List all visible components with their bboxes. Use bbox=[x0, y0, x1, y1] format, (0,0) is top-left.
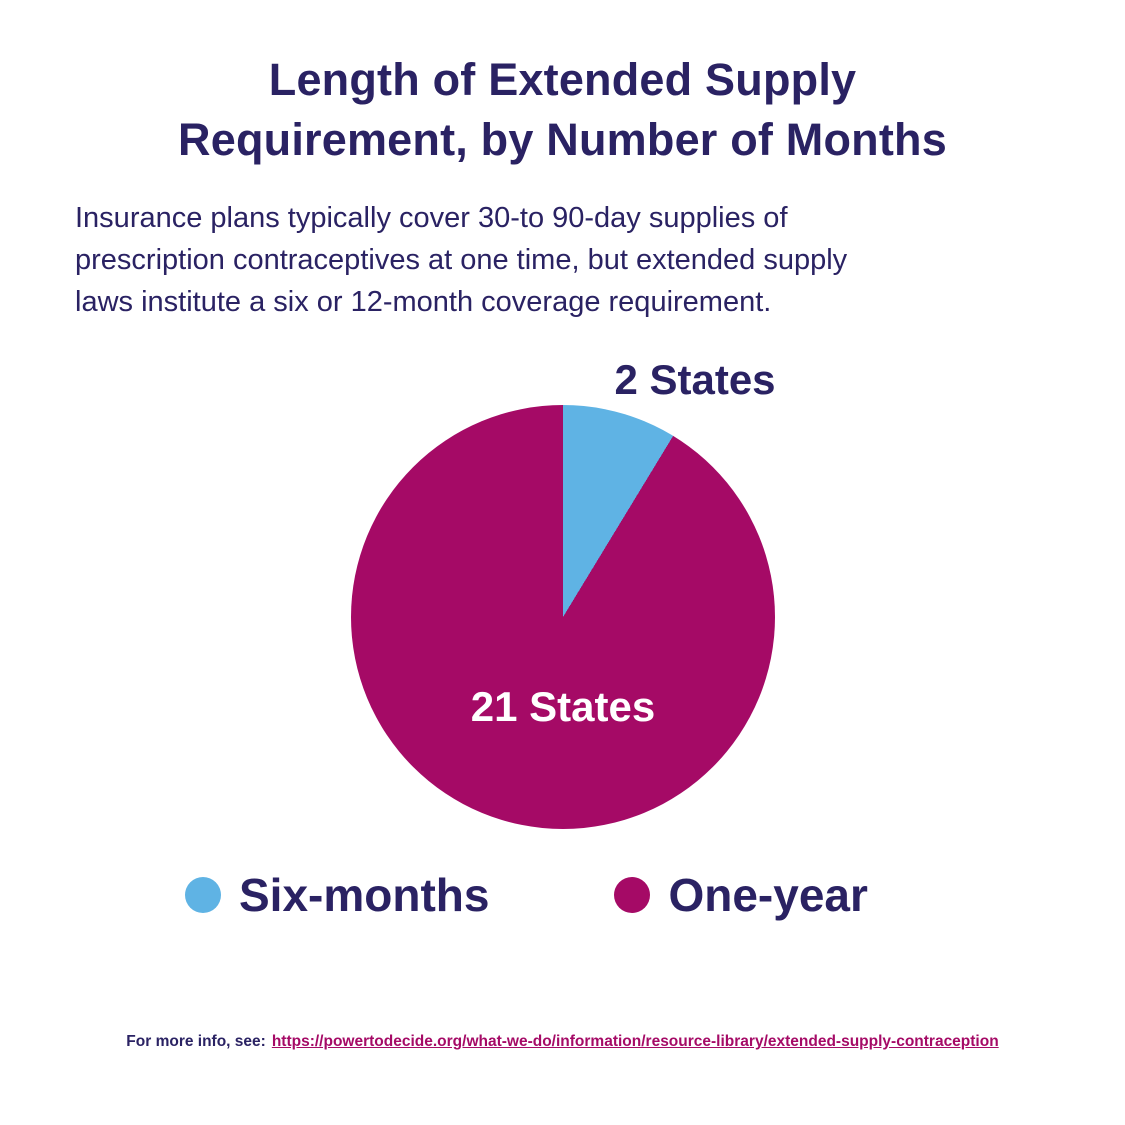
six-months-swatch-icon bbox=[185, 877, 221, 913]
pie-chart: 21 States bbox=[351, 405, 775, 829]
legend-item-six-months: Six-months bbox=[185, 868, 489, 922]
legend-label-one-year: One-year bbox=[668, 869, 868, 921]
page-title-line2: Requirement, by Number of Months bbox=[178, 114, 947, 165]
subtitle-text: Insurance plans typically cover 30-to 90… bbox=[75, 197, 1055, 323]
subtitle-line1: Insurance plans typically cover 30-to 90… bbox=[75, 202, 788, 234]
one-year-swatch-icon bbox=[614, 877, 651, 913]
legend-label-six-months: Six-months bbox=[239, 869, 490, 921]
page-title: Length of Extended Supply Requirement, b… bbox=[0, 50, 1125, 170]
footer-link[interactable]: https://powertodecide.org/what-we-do/inf… bbox=[271, 1033, 999, 1050]
slice-label-one-year: 21 States bbox=[470, 683, 656, 730]
footer-prefix: For more info, see: bbox=[126, 1033, 266, 1050]
legend-item-one-year: One-year bbox=[614, 868, 868, 922]
footer: For more info, see: https://powertodecide… bbox=[0, 1033, 1125, 1051]
legend: Six-months One-year bbox=[185, 868, 868, 922]
slice-label-six-months: 2 States bbox=[614, 356, 776, 403]
page-title-line1: Length of Extended Supply bbox=[268, 54, 857, 105]
subtitle-line3: laws institute a six or 12-month coverag… bbox=[75, 286, 772, 318]
subtitle-line2: prescription contraceptives at one time,… bbox=[75, 244, 848, 276]
